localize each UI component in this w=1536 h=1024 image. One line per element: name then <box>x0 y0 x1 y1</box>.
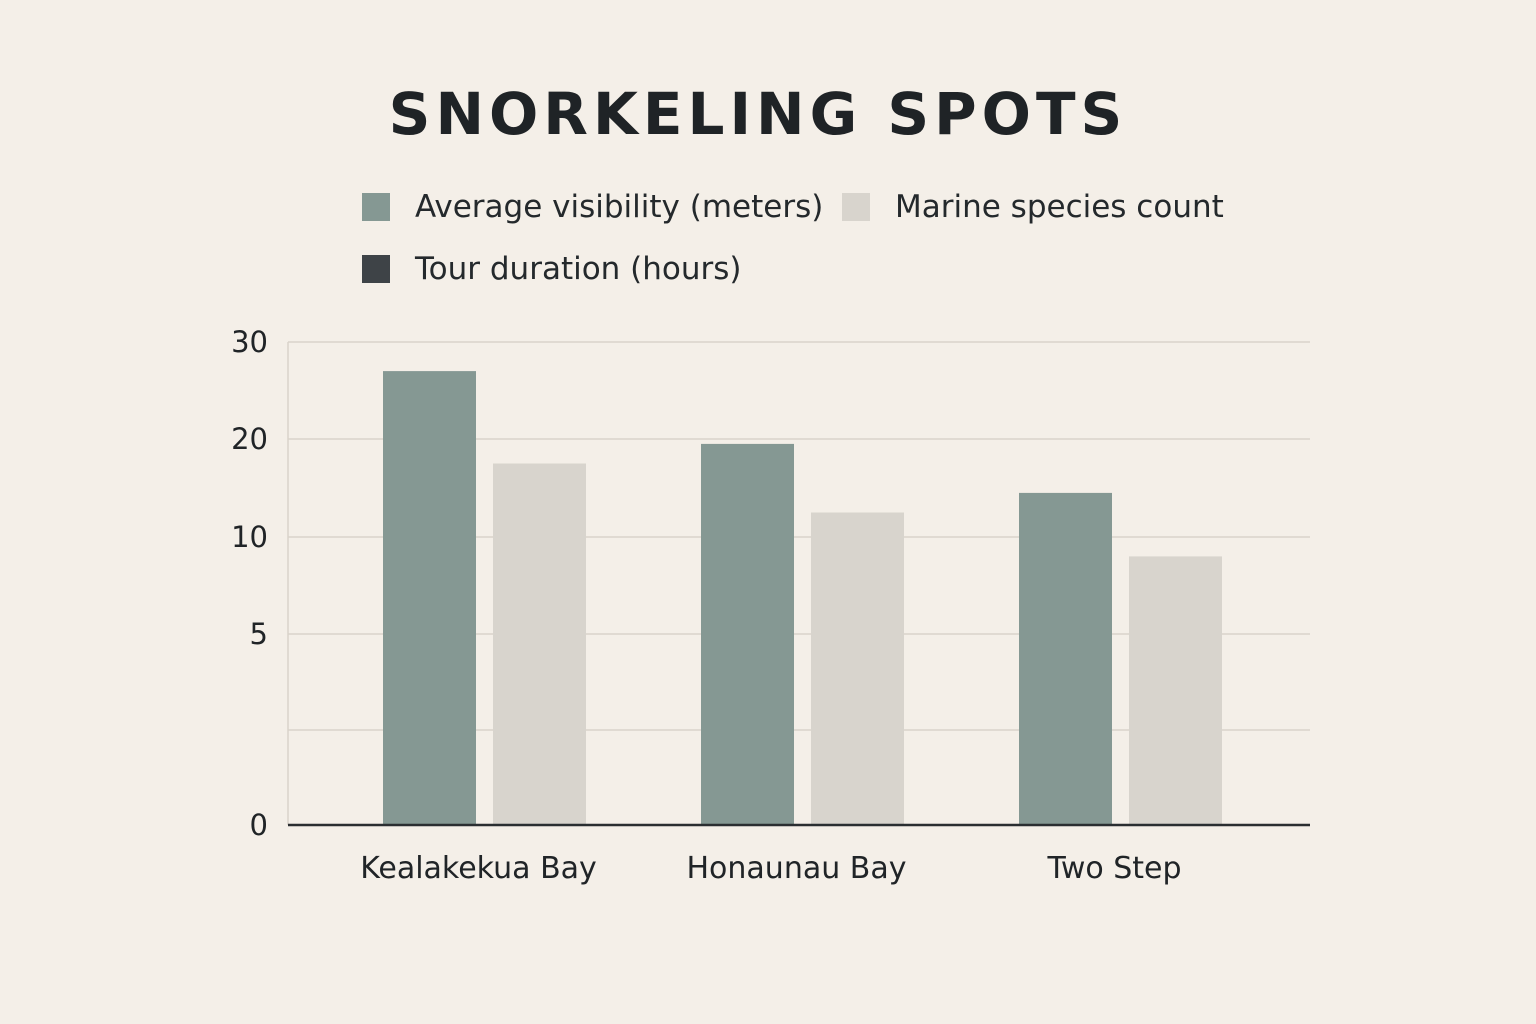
bar <box>1019 492 1112 825</box>
legend-label-visibility: Average visibility (meters) <box>415 189 824 225</box>
y-tick-label: 0 <box>250 808 268 842</box>
legend-item-species: Marine species count <box>842 187 1224 227</box>
legend-item-visibility: Average visibility (meters) <box>362 187 823 227</box>
x-category-label: Kealakekua Bay <box>360 851 597 886</box>
legend-label-duration: Tour duration (hours) <box>415 251 742 287</box>
legend-label-species: Marine species count <box>895 189 1224 225</box>
y-tick-label: 10 <box>231 520 268 554</box>
x-category-label: Honaunau Bay <box>687 851 907 886</box>
bar <box>701 443 794 825</box>
chart-title: SNORKELING SPOTS <box>388 80 1128 148</box>
y-tick-label: 30 <box>231 325 268 359</box>
bar <box>493 463 586 825</box>
bar <box>1129 556 1222 825</box>
bar <box>811 512 904 825</box>
y-tick-label: 5 <box>250 617 268 651</box>
legend-swatch-visibility <box>362 193 390 221</box>
legend-item-duration: Tour duration (hours) <box>362 249 742 289</box>
legend-swatch-species <box>842 193 870 221</box>
bar <box>383 371 476 825</box>
x-category-label: Two Step <box>1046 851 1181 886</box>
legend-swatch-duration <box>362 255 390 283</box>
y-tick-label: 20 <box>231 422 268 456</box>
